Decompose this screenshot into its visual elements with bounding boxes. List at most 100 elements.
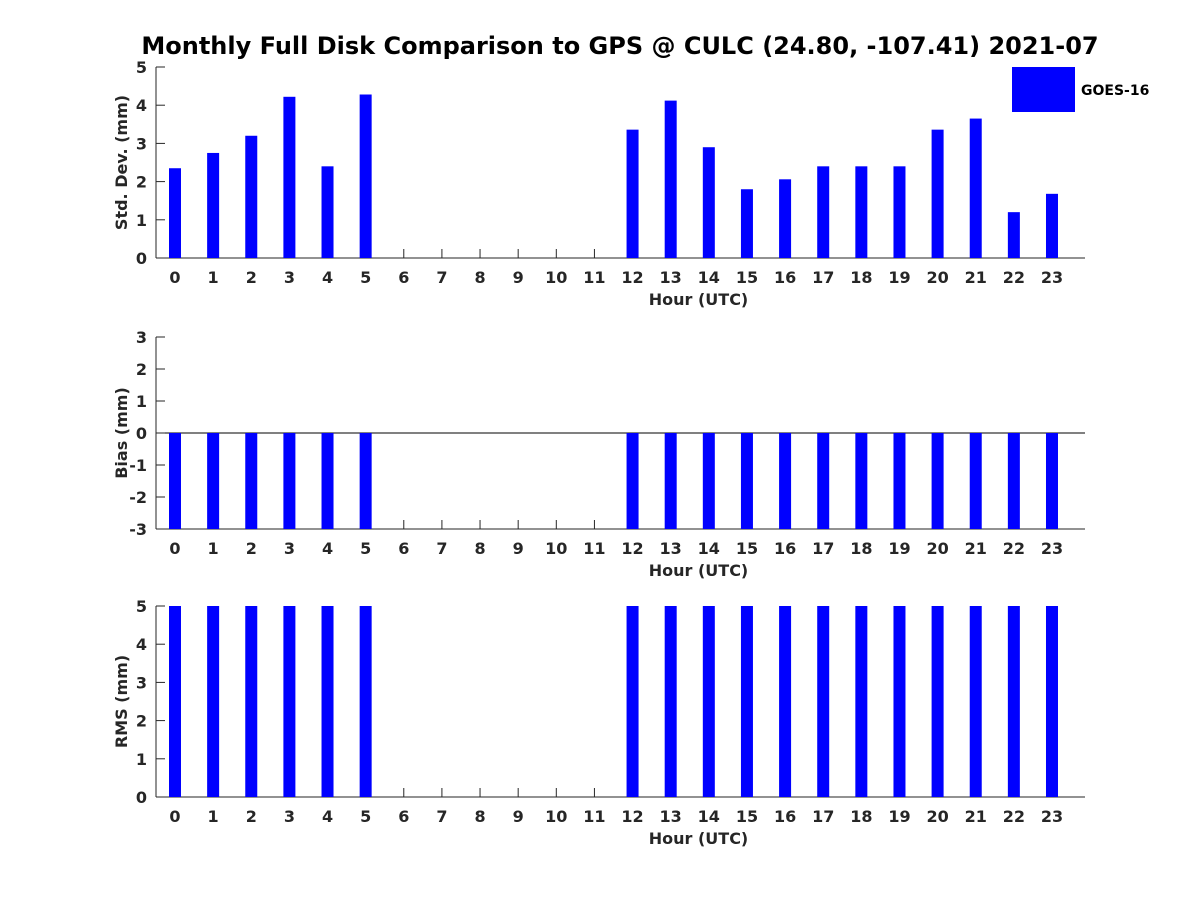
bar	[664, 433, 677, 529]
x-tick-label: 12	[621, 807, 643, 826]
bar	[779, 179, 792, 258]
x-tick-label: 10	[545, 539, 567, 558]
y-tick-label: 0	[136, 424, 147, 443]
x-tick-label: 6	[398, 807, 409, 826]
bar	[207, 433, 220, 529]
bar	[207, 606, 220, 797]
x-tick-label: 20	[926, 807, 948, 826]
x-tick-label: 1	[208, 807, 219, 826]
x-tick-label: 20	[926, 539, 948, 558]
bar	[702, 433, 715, 529]
x-tick-label: 4	[322, 807, 333, 826]
bar	[931, 433, 944, 529]
x-tick-label: 19	[888, 807, 910, 826]
bar	[626, 606, 639, 797]
x-tick-label: 5	[360, 807, 371, 826]
x-tick-label: 13	[660, 268, 682, 287]
y-tick-label: 3	[136, 134, 147, 153]
x-tick-label: 14	[698, 807, 720, 826]
y-tick-label: 2	[136, 712, 147, 731]
legend-swatch	[1012, 67, 1075, 112]
bar	[321, 433, 334, 529]
x-tick-label: 0	[169, 268, 180, 287]
bar	[169, 606, 181, 797]
x-tick-label: 11	[583, 807, 605, 826]
x-tick-label: 12	[621, 268, 643, 287]
x-tick-label: 9	[513, 268, 524, 287]
bar	[283, 433, 296, 529]
x-tick-label: 3	[284, 807, 295, 826]
x-tick-label: 3	[284, 539, 295, 558]
x-tick-label: 5	[360, 268, 371, 287]
bar	[1007, 433, 1020, 529]
x-tick-label: 19	[888, 268, 910, 287]
bar	[893, 606, 906, 797]
bar	[664, 606, 677, 797]
bar	[283, 96, 296, 259]
x-tick-label: 0	[169, 807, 180, 826]
x-tick-label: 8	[474, 539, 485, 558]
x-tick-label: 0	[169, 539, 180, 558]
y-tick-label: 1	[136, 750, 147, 769]
y-tick-label: 4	[136, 635, 147, 654]
x-tick-label: 14	[698, 539, 720, 558]
y-tick-label: 0	[136, 249, 147, 268]
y-tick-label: 1	[136, 211, 147, 230]
bar	[817, 433, 830, 529]
bar	[702, 147, 715, 258]
x-tick-label: 11	[583, 268, 605, 287]
x-tick-label: 7	[436, 539, 447, 558]
x-tick-label: 12	[621, 539, 643, 558]
bar	[169, 168, 181, 258]
x-tick-label: 16	[774, 268, 796, 287]
x-tick-label: 3	[284, 268, 295, 287]
y-tick-label: -3	[129, 520, 147, 539]
figure-title: Monthly Full Disk Comparison to GPS @ CU…	[141, 32, 1098, 60]
y-tick-label: -2	[129, 488, 147, 507]
bar	[969, 606, 982, 797]
y-tick-label: 3	[136, 673, 147, 692]
x-axis-label: Hour (UTC)	[649, 829, 749, 848]
x-tick-label: 9	[513, 539, 524, 558]
x-tick-label: 18	[850, 268, 872, 287]
x-tick-label: 7	[436, 807, 447, 826]
x-tick-label: 2	[246, 539, 257, 558]
bar	[702, 606, 715, 797]
bar	[245, 433, 258, 529]
x-tick-label: 6	[398, 268, 409, 287]
x-tick-label: 15	[736, 539, 758, 558]
bar	[359, 94, 372, 258]
bar	[855, 433, 868, 529]
x-tick-label: 18	[850, 807, 872, 826]
y-tick-label: 4	[136, 96, 147, 115]
y-axis-label: Bias (mm)	[112, 387, 131, 479]
x-tick-label: 1	[208, 539, 219, 558]
x-tick-label: 4	[322, 268, 333, 287]
x-tick-label: 15	[736, 268, 758, 287]
bar	[1045, 606, 1058, 797]
x-tick-label: 10	[545, 807, 567, 826]
x-tick-label: 7	[436, 268, 447, 287]
legend: GOES-16	[1012, 67, 1149, 112]
y-axis-label: RMS (mm)	[112, 655, 131, 748]
x-tick-label: 2	[246, 268, 257, 287]
x-tick-label: 22	[1003, 539, 1025, 558]
bar	[817, 166, 830, 258]
x-tick-label: 21	[965, 268, 987, 287]
x-tick-label: 20	[926, 268, 948, 287]
x-tick-label: 23	[1041, 807, 1063, 826]
y-tick-label: 1	[136, 392, 147, 411]
x-tick-label: 14	[698, 268, 720, 287]
y-tick-label: 5	[136, 58, 147, 77]
bar	[245, 606, 258, 797]
bar	[779, 433, 792, 529]
bar	[626, 129, 639, 258]
x-tick-label: 23	[1041, 268, 1063, 287]
bar	[855, 606, 868, 797]
x-tick-label: 4	[322, 539, 333, 558]
